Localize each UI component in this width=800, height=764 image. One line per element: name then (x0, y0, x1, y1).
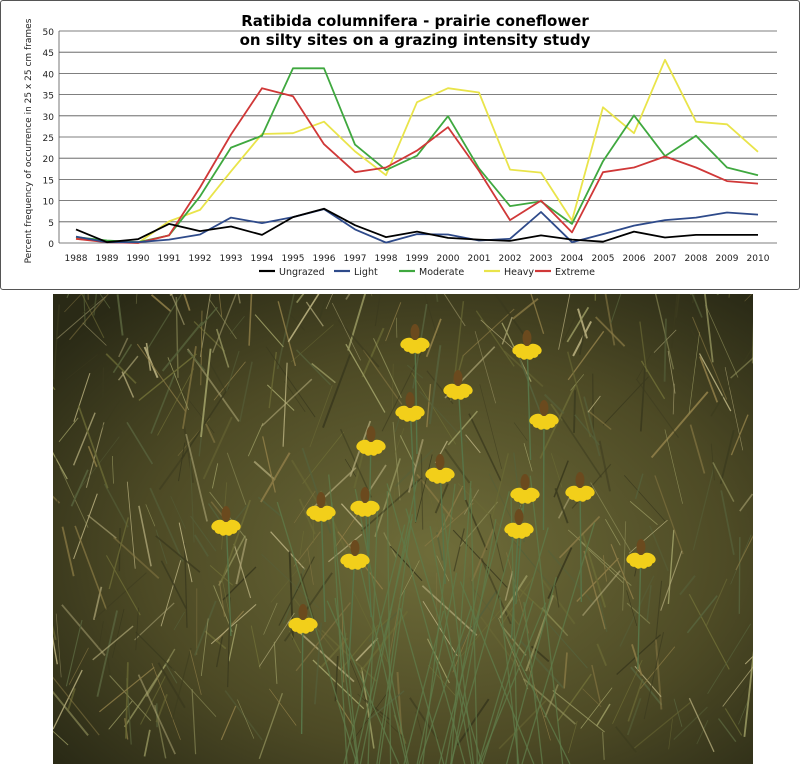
legend-label: Heavy (504, 267, 534, 278)
y-tick-label: 35 (43, 92, 54, 102)
coneflower (340, 540, 370, 671)
chart-panel: Ratibida columnifera - prairie coneflowe… (0, 0, 800, 290)
grid-lines (58, 30, 777, 244)
x-tick-label: 2002 (499, 254, 522, 264)
coneflower (425, 454, 455, 585)
x-tick-label: 2001 (468, 254, 491, 264)
series-line-moderate (75, 67, 759, 244)
y-tick-label: 0 (48, 240, 54, 250)
legend-label: Light (354, 267, 378, 278)
series-line-extreme (75, 87, 759, 244)
legend-label: Extreme (555, 267, 595, 278)
series-line-ungrazed (75, 207, 758, 244)
legend-label: Moderate (419, 267, 464, 278)
x-tick-label: 1993 (220, 254, 243, 264)
x-tick-label: 1994 (251, 254, 274, 264)
x-tick-label: 2010 (747, 254, 770, 264)
coneflower (626, 539, 656, 670)
x-tick-label: 2008 (685, 254, 708, 264)
series-lines (75, 58, 759, 244)
y-tick-label: 25 (43, 134, 54, 144)
x-tick-label: 1990 (127, 254, 150, 264)
line-chart: Ratibida columnifera - prairie coneflowe… (24, 12, 777, 278)
x-tick-label: 1997 (344, 254, 367, 264)
x-tick-label: 2003 (530, 254, 553, 264)
chart-title-line2: on silty sites on a grazing intensity st… (240, 31, 591, 49)
y-tick-label: 10 (43, 198, 55, 208)
y-tick-label: 5 (48, 219, 54, 229)
coneflower (504, 509, 534, 640)
x-tick-labels: 1988 1989 1990 1991 1992 1993 1994 1995 1996 1997… (65, 254, 770, 264)
coneflower (211, 506, 241, 637)
coneflower (395, 392, 425, 523)
x-tick-label: 2005 (592, 254, 615, 264)
y-tick-label: 50 (43, 28, 55, 38)
y-tick-labels: 0 5 10 15 20 25 30 35 40 45 50 (43, 28, 55, 250)
coneflower (443, 370, 473, 501)
x-tick-label: 1995 (282, 254, 305, 264)
coneflowers (211, 324, 656, 735)
y-tick-label: 30 (43, 113, 55, 123)
y-tick-label: 40 (43, 70, 55, 80)
legend-label: Ungrazed (279, 267, 325, 278)
x-tick-label: 2007 (654, 254, 677, 264)
coneflower (565, 472, 595, 603)
coneflower (306, 492, 336, 623)
legend: Ungrazed Light Moderate Heavy Extreme (259, 267, 595, 278)
x-tick-label: 2006 (623, 254, 646, 264)
coneflower (529, 400, 559, 531)
x-tick-label: 1992 (189, 254, 212, 264)
coneflower (288, 604, 318, 735)
x-tick-label: 1989 (96, 254, 119, 264)
coneflower (356, 426, 386, 557)
x-tick-label: 1998 (375, 254, 398, 264)
y-tick-label: 45 (43, 49, 54, 59)
chart-title-line1: Ratibida columnifera - prairie coneflowe… (241, 12, 589, 30)
x-tick-label: 1999 (406, 254, 429, 264)
coneflower-photo (53, 294, 753, 764)
coneflower (512, 330, 542, 461)
coneflower (510, 474, 540, 605)
x-tick-label: 2004 (561, 254, 584, 264)
x-tick-label: 1996 (313, 254, 336, 264)
series-line-light (75, 208, 759, 244)
x-tick-label: 1988 (65, 254, 88, 264)
y-tick-label: 20 (43, 155, 55, 165)
x-tick-label: 2000 (437, 254, 460, 264)
y-axis-label: Percent frequency of occurrence in 25 x … (24, 18, 34, 263)
x-tick-label: 2009 (716, 254, 739, 264)
coneflower (350, 487, 380, 618)
series-line-heavy (75, 58, 759, 244)
x-tick-label: 1991 (158, 254, 181, 264)
coneflower (400, 324, 430, 455)
y-tick-label: 15 (43, 176, 54, 186)
